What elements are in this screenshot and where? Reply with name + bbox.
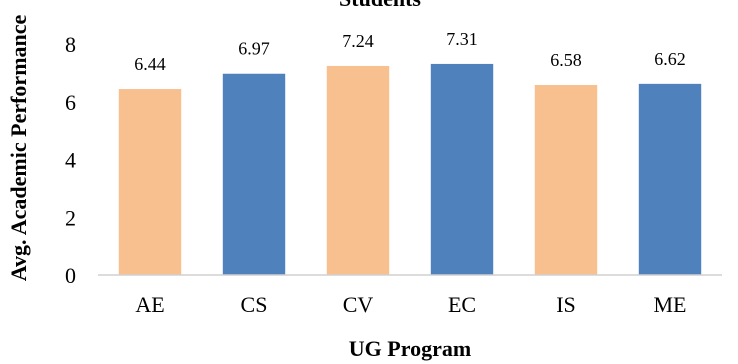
chart-title: Students xyxy=(339,0,421,11)
x-tick-label: ME xyxy=(654,292,687,317)
bar-cv xyxy=(326,65,390,275)
y-tick-label: 4 xyxy=(65,148,76,173)
bar-ec xyxy=(430,63,494,275)
data-label: 6.97 xyxy=(238,39,270,59)
bar-cs xyxy=(222,73,286,276)
data-label: 6.62 xyxy=(654,49,686,69)
x-tick-label: AE xyxy=(135,292,164,317)
x-tick-label: IS xyxy=(556,292,576,317)
bar-me xyxy=(638,83,702,275)
y-axis-label: Avg. Academic Performance xyxy=(6,14,31,281)
bars xyxy=(118,63,702,276)
x-tick-label: CS xyxy=(241,292,268,317)
y-axis-ticks: 0 2 4 6 8 xyxy=(65,32,76,288)
x-axis-ticks: AE CS CV EC IS ME xyxy=(135,292,686,317)
data-label: 7.31 xyxy=(446,29,478,49)
y-tick-label: 0 xyxy=(65,263,76,288)
y-tick-label: 2 xyxy=(65,205,76,230)
x-tick-label: EC xyxy=(448,292,476,317)
x-tick-label: CV xyxy=(343,292,374,317)
y-tick-label: 8 xyxy=(65,32,76,57)
bar-ae xyxy=(118,89,182,275)
data-label: 7.24 xyxy=(342,31,374,51)
y-tick-label: 6 xyxy=(65,90,76,115)
x-axis-label: UG Program xyxy=(349,336,471,361)
data-label: 6.44 xyxy=(134,54,166,74)
data-label: 6.58 xyxy=(550,50,582,70)
data-labels: 6.44 6.97 7.24 7.31 6.58 6.62 xyxy=(134,29,686,74)
bar-is xyxy=(534,85,598,275)
